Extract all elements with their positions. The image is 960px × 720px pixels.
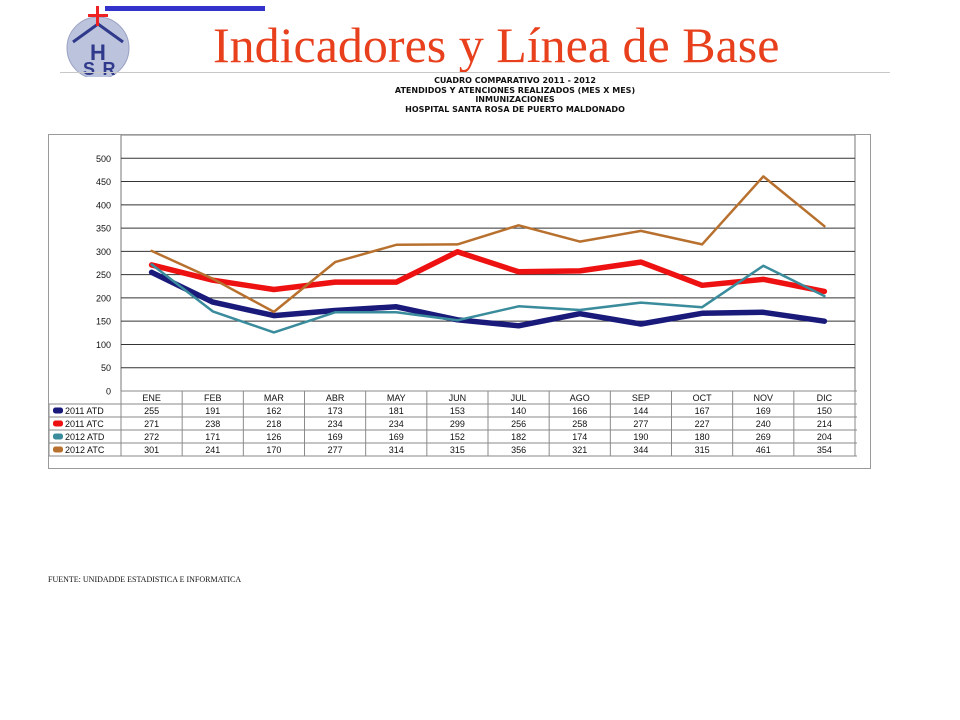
data-table-value: 169 [756,406,771,416]
data-table-value: 190 [633,432,648,442]
data-table-value: 150 [817,406,832,416]
data-table-value: 169 [389,432,404,442]
chart-heading-line-2: ATENDIDOS Y ATENCIONES REALIZADOS (MES X… [394,85,636,95]
data-table-value: 173 [328,406,343,416]
chart-heading-line-1: CUADRO COMPARATIVO 2011 - 2012 [434,76,596,85]
logo-letter-s: S [83,59,95,77]
data-table-value: 162 [266,406,281,416]
series-line [148,249,828,295]
data-table-value: 181 [389,406,404,416]
y-tick-label: 350 [96,224,111,234]
x-tick-label: ENE [142,393,161,403]
title-accent-line [105,6,265,11]
data-table-value: 255 [144,406,159,416]
legend-key [53,407,63,414]
data-table-value: 272 [144,432,159,442]
data-table-value: 271 [144,419,159,429]
data-table-value: 191 [205,406,220,416]
data-table-value: 269 [756,432,771,442]
data-table-value: 174 [572,432,587,442]
data-table-value: 315 [695,445,710,455]
hospital-logo: H S R [66,6,130,77]
x-tick-label: MAY [387,393,406,403]
data-table-value: 214 [817,419,832,429]
legend-label: 2011 ATD [65,406,104,416]
y-tick-label: 300 [96,247,111,257]
data-table-value: 354 [817,445,832,455]
chart-heading-line-3: INMUNIZACIONES [475,95,555,104]
y-tick-label: 100 [96,340,111,350]
y-tick-label: 400 [96,200,111,210]
slide-title: Indicadores y Línea de Base [213,17,780,73]
y-tick-label: 50 [101,363,111,373]
legend-key [53,433,63,440]
y-tick-label: 0 [106,387,111,397]
title-divider [60,72,890,73]
series-line [150,175,826,314]
data-table-value: 258 [572,419,587,429]
data-table-value: 240 [756,419,771,429]
x-tick-label: DIC [817,393,833,403]
data-table-value: 301 [144,445,159,455]
legend-label: 2012 ATD [65,432,105,442]
data-table-value: 218 [266,419,281,429]
chart-frame: 0 50 100 150 200 250 300 350 400 450 500 ENE FEB MAR A… [48,134,871,469]
data-table-value: 238 [205,419,220,429]
legend-key [53,420,63,427]
data-table-value: 170 [266,445,281,455]
chart-heading-line-4: HOSPITAL SANTA ROSA DE PUERTO MALDONADO [405,104,625,114]
data-table-value: 241 [205,445,220,455]
data-table-value: 152 [450,432,465,442]
x-tick-label: AGO [570,393,590,403]
data-table-value: 277 [328,445,343,455]
x-tick-label: MAR [264,393,285,403]
data-table-value: 344 [633,445,648,455]
y-tick-label: 150 [96,317,111,327]
x-tick-label: FEB [204,393,222,403]
legend-key [53,446,63,453]
source-note: FUENTE: UNIDADDE ESTADISTICA E INFORMATI… [48,575,242,584]
x-tick-label: SEP [632,393,650,403]
line-chart: 0 50 100 150 200 250 300 350 400 450 500 ENE FEB MAR A… [49,135,857,457]
data-table-value: 299 [450,419,465,429]
x-tick-label: OCT [693,393,713,403]
x-tick-label: JUL [511,393,527,403]
y-tick-label: 250 [96,270,111,280]
data-table-value: 204 [817,432,832,442]
data-table-value: 314 [389,445,404,455]
x-tick-label: NOV [753,393,773,403]
logo-letter-r: R [103,59,116,77]
x-tick-label: JUN [449,393,467,403]
data-table-value: 169 [328,432,343,442]
series-line [148,269,828,329]
data-table-value: 256 [511,419,526,429]
data-table-value: 144 [633,406,648,416]
data-table-value: 461 [756,445,771,455]
y-tick-label: 200 [96,293,111,303]
data-table-value: 182 [511,432,526,442]
data-table-value: 140 [511,406,526,416]
data-table-value: 167 [695,406,710,416]
data-table-value: 171 [205,432,220,442]
data-table-value: 166 [572,406,587,416]
data-table-value: 234 [389,419,404,429]
data-table-value: 126 [266,432,281,442]
data-table-value: 180 [695,432,710,442]
data-table-value: 315 [450,445,465,455]
legend-label: 2012 ATC [65,445,105,455]
series-line [150,263,826,334]
data-table-value: 234 [328,419,343,429]
data-table-value: 321 [572,445,587,455]
data-table-value: 356 [511,445,526,455]
data-table-value: 277 [633,419,648,429]
x-tick-label: ABR [326,393,345,403]
legend-label: 2011 ATC [65,419,104,429]
chart-heading: CUADRO COMPARATIVO 2011 - 2012 ATENDIDOS… [340,76,690,114]
y-tick-label: 450 [96,177,111,187]
logo-letter-h: H [90,40,106,65]
y-tick-label: 500 [96,154,111,164]
data-table-value: 153 [450,406,465,416]
data-table-value: 227 [695,419,710,429]
